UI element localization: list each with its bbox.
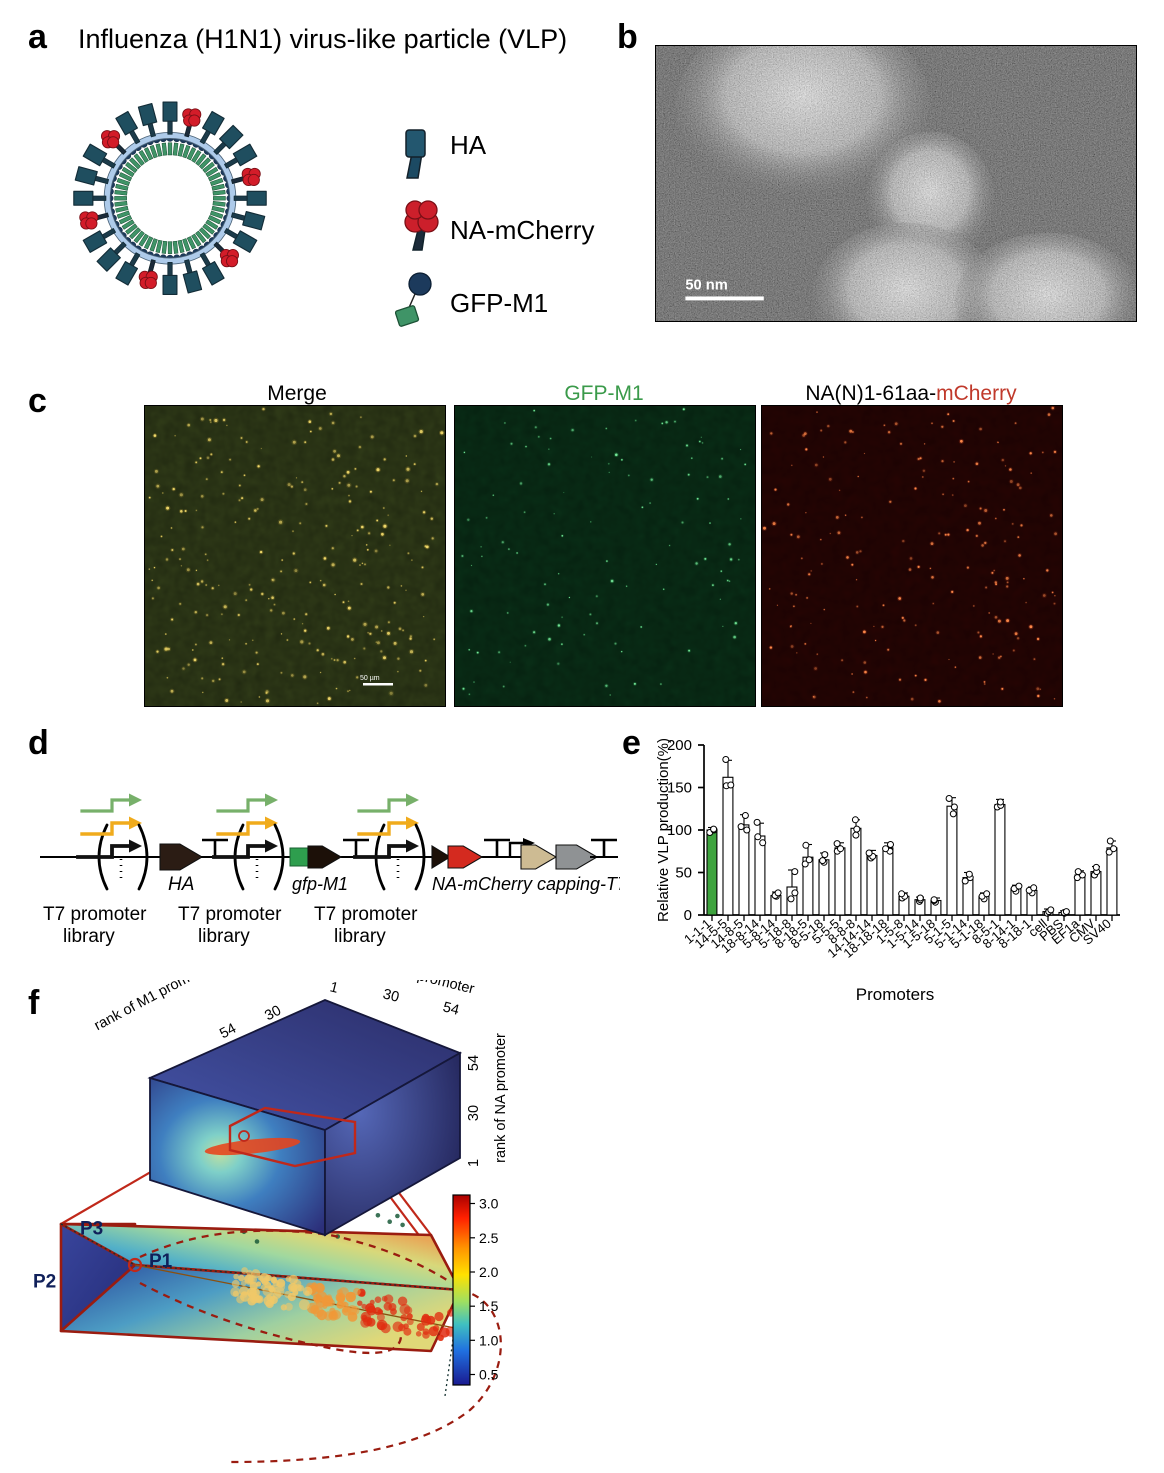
svg-text:library: library <box>198 926 250 947</box>
svg-text:Relative VLP production(%): Relative VLP production(%) <box>655 738 672 922</box>
svg-text:rank of NA promoter: rank of NA promoter <box>493 1033 509 1163</box>
svg-text:2.5: 2.5 <box>479 1230 499 1246</box>
svg-text:1.5: 1.5 <box>479 1298 499 1314</box>
svg-text:NA-mCherry capping-T7RNAP: NA-mCherry capping-T7RNAP <box>432 874 620 894</box>
svg-text:0: 0 <box>684 907 692 924</box>
svg-text:50: 50 <box>675 865 692 882</box>
svg-text:T7 promoter: T7 promoter <box>314 904 418 925</box>
svg-text:rank of HA promoter: rank of HA promoter <box>346 980 476 998</box>
svg-text:2.0: 2.0 <box>479 1264 499 1280</box>
svg-text:P2: P2 <box>33 1272 56 1293</box>
svg-text:1.0: 1.0 <box>479 1332 499 1348</box>
svg-text:54: 54 <box>441 999 461 1018</box>
svg-text:50 nm: 50 nm <box>685 278 727 294</box>
svg-text:P1: P1 <box>149 1251 173 1272</box>
svg-text:library: library <box>63 926 115 947</box>
svg-text:1: 1 <box>328 980 340 997</box>
svg-text:50 µm: 50 µm <box>360 675 380 682</box>
svg-text:30: 30 <box>466 1105 482 1121</box>
svg-text:HA: HA <box>168 874 194 895</box>
svg-text:54: 54 <box>466 1055 482 1071</box>
svg-text:3.0: 3.0 <box>479 1196 499 1212</box>
svg-text:gfp-M1: gfp-M1 <box>292 874 348 894</box>
svg-text:P3: P3 <box>80 1219 103 1240</box>
svg-text:T7 promoter: T7 promoter <box>178 904 282 925</box>
svg-text:library: library <box>334 926 386 947</box>
svg-text:0.5: 0.5 <box>479 1367 499 1383</box>
svg-text:30: 30 <box>381 986 401 1005</box>
svg-text:rank of M1 promoter: rank of M1 promoter <box>92 980 215 1034</box>
svg-text:T7 promoter: T7 promoter <box>43 904 147 925</box>
svg-text:1: 1 <box>466 1159 482 1167</box>
